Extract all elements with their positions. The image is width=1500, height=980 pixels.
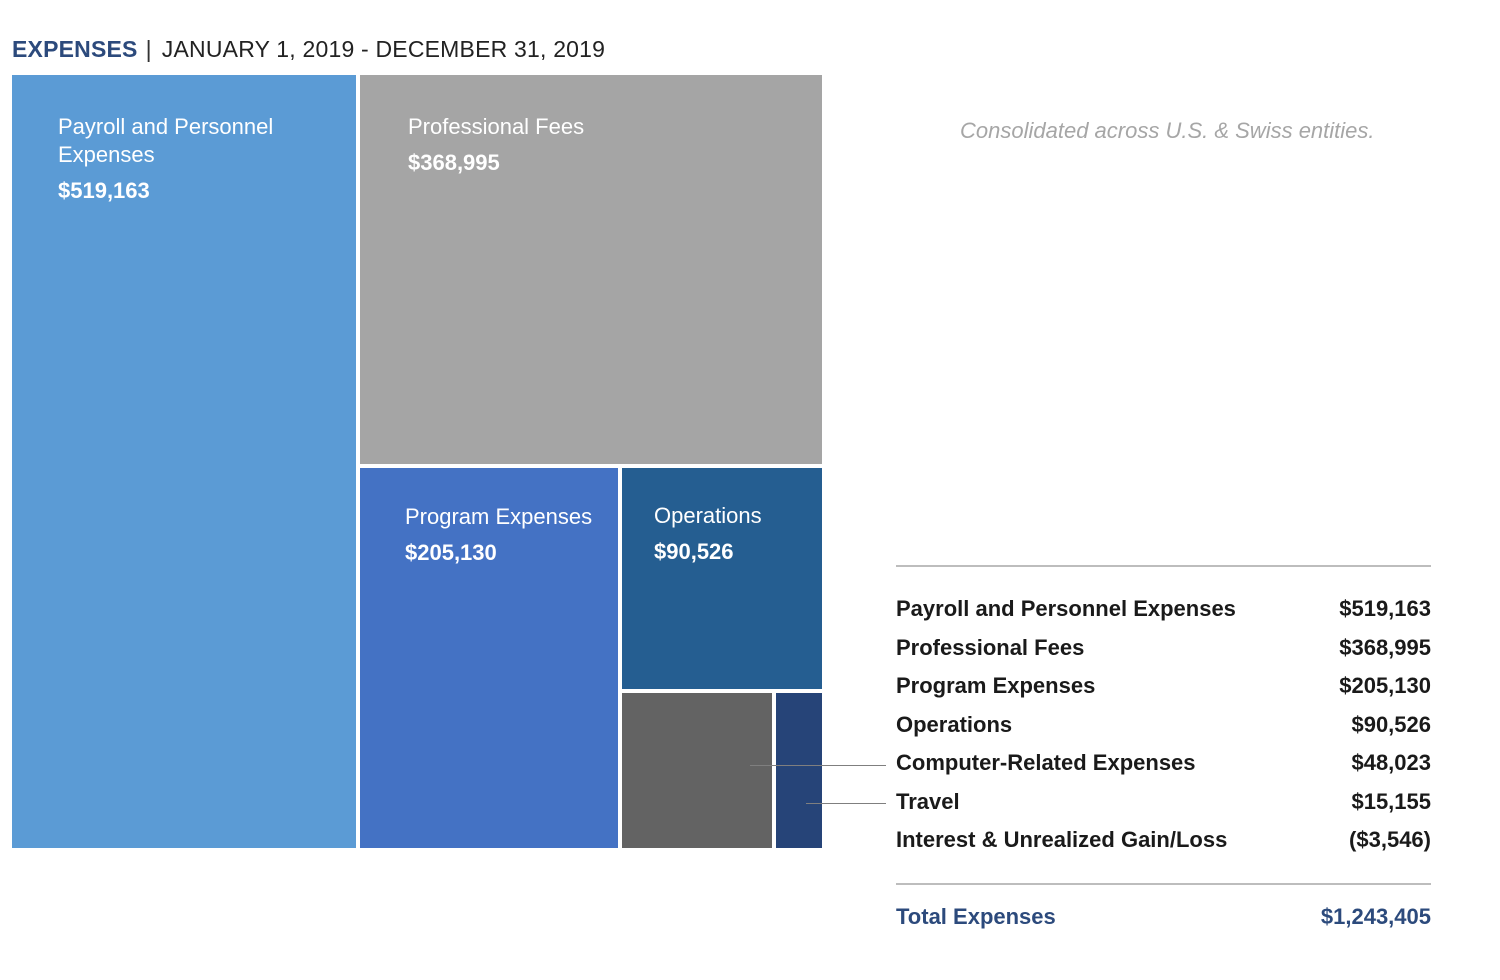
tile-label: Expenses: [58, 142, 155, 167]
table-row: Operations $90,526: [896, 709, 1431, 741]
tile-text: Program Expenses $205,130: [405, 503, 592, 567]
row-value: ($3,546): [1349, 827, 1431, 852]
total-row: Total Expenses $1,243,405: [896, 901, 1431, 933]
tile-value: $368,995: [408, 150, 500, 175]
title-main: EXPENSES: [12, 36, 138, 62]
tile-text: Professional Fees $368,995: [408, 113, 584, 177]
tile-text: Payroll and Personnel Expenses $519,163: [58, 113, 273, 205]
leader-computer-related: [750, 765, 886, 766]
table-top-rule: [896, 565, 1431, 567]
row-label: Operations: [896, 711, 1013, 737]
row-value: $205,130: [1339, 673, 1431, 698]
table-row: Payroll and Personnel Expenses $519,163: [896, 593, 1431, 625]
tile-label: Professional Fees: [408, 114, 585, 139]
table-row: Travel $15,155: [896, 786, 1431, 818]
total-value: $1,243,405: [1320, 904, 1431, 929]
leader-travel: [806, 803, 886, 804]
table-total-rule: [896, 883, 1431, 885]
tile-travel: [774, 691, 824, 850]
consolidation-note: Consolidated across U.S. & Swiss entitie…: [960, 118, 1375, 143]
row-label: Computer-Related Expenses: [896, 750, 1196, 775]
tile-text: Operations $90,526: [654, 502, 762, 566]
tile-value: $519,163: [58, 178, 150, 203]
table-row: Interest & Unrealized Gain/Loss ($3,546): [896, 824, 1431, 856]
row-value: $90,526: [1351, 711, 1431, 737]
row-value: $519,163: [1339, 596, 1431, 621]
row-label: Payroll and Personnel Expenses: [896, 596, 1236, 621]
row-value: $15,155: [1351, 788, 1431, 814]
tile-professional-fees: Professional Fees $368,995: [358, 73, 824, 466]
tile-value: $205,130: [405, 540, 497, 565]
title-separator: |: [145, 36, 152, 62]
table-row: Professional Fees $368,995: [896, 632, 1431, 664]
tile-label: Payroll and Personnel: [58, 114, 274, 139]
title-period: JANUARY 1, 2019 - DECEMBER 31, 2019: [161, 36, 606, 62]
table-row: Program Expenses $205,130: [896, 670, 1431, 702]
tile-computer-related-expenses: [620, 691, 774, 850]
row-value: $368,995: [1339, 634, 1431, 660]
row-label: Program Expenses: [896, 673, 1096, 698]
tile-program-expenses: Program Expenses $205,130: [358, 466, 620, 850]
tile-label: Program Expenses: [405, 504, 593, 529]
chart-title: EXPENSES | JANUARY 1, 2019 - DECEMBER 31, …: [12, 36, 605, 63]
row-label: Interest & Unrealized Gain/Loss: [896, 827, 1228, 852]
tile-value: $90,526: [654, 539, 734, 564]
row-label: Travel: [896, 788, 960, 814]
tile-label: Operations: [654, 503, 762, 528]
row-value: $48,023: [1351, 750, 1431, 775]
total-label: Total Expenses: [896, 904, 1056, 929]
row-label: Professional Fees: [896, 634, 1085, 660]
tile-operations: Operations $90,526: [620, 466, 824, 691]
table-row: Computer-Related Expenses $48,023: [896, 747, 1431, 779]
tile-payroll-and-personnel-expenses: Payroll and Personnel Expenses $519,163: [10, 73, 358, 850]
